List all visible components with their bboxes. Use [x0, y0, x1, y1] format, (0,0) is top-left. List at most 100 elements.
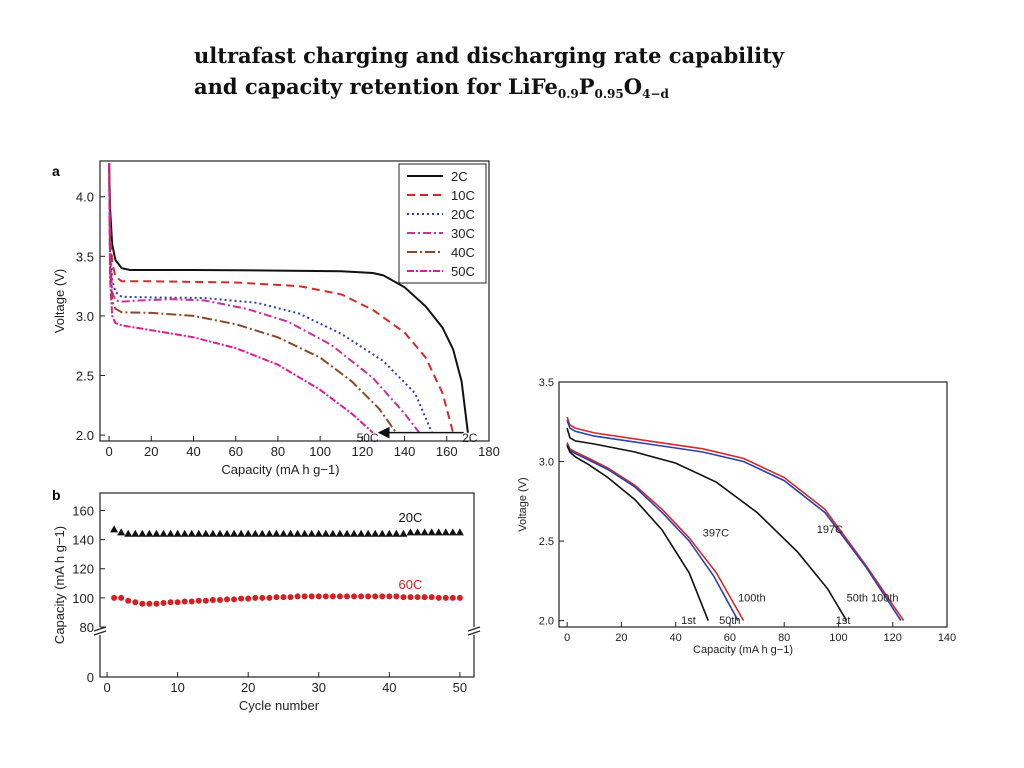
marker-20C-b	[385, 529, 394, 537]
marker-20C-b	[314, 529, 323, 537]
marker-20C-b	[251, 529, 260, 537]
x-tick-label-a: 160	[436, 444, 458, 459]
annotation-c: 1st	[681, 615, 696, 627]
x-tick-label-c: 100	[829, 632, 847, 644]
marker-60C-b	[343, 593, 350, 600]
x-tick-label-b: 10	[170, 680, 184, 695]
marker-20C-b	[110, 525, 119, 533]
y-tick-label-c: 2.0	[539, 616, 554, 628]
plot-frame-b	[99, 492, 475, 678]
marker-20C-b	[223, 529, 232, 537]
y-tick-label-a: 2.5	[76, 368, 94, 383]
marker-20C-b	[180, 529, 189, 537]
marker-60C-b	[224, 596, 231, 603]
annotation-c: 100th	[738, 593, 766, 605]
marker-60C-b	[393, 593, 400, 600]
y-axis-label-c: Voltage (V)	[517, 477, 529, 531]
annotation-c: 100th	[871, 593, 899, 605]
annotation-c: 397C	[703, 527, 729, 539]
marker-60C-b	[188, 598, 195, 605]
marker-60C-b	[209, 597, 216, 604]
x-tick-label-c: 120	[884, 632, 902, 644]
marker-20C-b	[237, 529, 246, 537]
x-axis-label-a: Capacity (mA h g−1)	[221, 462, 339, 477]
marker-60C-b	[358, 593, 365, 600]
y-tick-label-a: 4.0	[76, 190, 94, 205]
marker-60C-b	[252, 594, 259, 601]
series-line-a-40C	[108, 163, 397, 434]
marker-20C-b	[335, 529, 344, 537]
marker-60C-b	[231, 596, 238, 603]
marker-20C-b	[286, 529, 295, 537]
marker-60C-b	[407, 594, 414, 601]
marker-60C-b	[386, 593, 393, 600]
y-tick-label-a: 3.0	[76, 309, 94, 324]
annotation-c: 1st	[836, 615, 851, 627]
marker-20C-b	[293, 529, 302, 537]
marker-60C-b	[400, 594, 407, 601]
marker-60C-b	[174, 599, 181, 606]
marker-60C-b	[379, 593, 386, 600]
marker-60C-b	[372, 593, 379, 600]
x-tick-label-a: 60	[228, 444, 242, 459]
x-tick-label-a: 180	[478, 444, 500, 459]
annotation-c: 197C	[817, 524, 843, 536]
marker-20C-b	[258, 529, 267, 537]
marker-60C-b	[181, 598, 188, 605]
axis-break-mark-b	[93, 630, 107, 636]
marker-20C-b	[117, 528, 126, 536]
series-label-b: 20C	[399, 510, 423, 525]
marker-20C-b	[173, 529, 182, 537]
marker-60C-b	[329, 593, 336, 600]
marker-20C-b	[201, 529, 210, 537]
legend-label-a: 2C	[451, 169, 468, 184]
axis-break-mark-b	[93, 626, 107, 632]
marker-60C-b	[336, 593, 343, 600]
marker-60C-b	[322, 593, 329, 600]
marker-20C-b	[406, 528, 415, 536]
chart-c: 0 20 40 60 80 100 120 140 2.0 2.5 3.0 3.5 Capacity (…	[517, 377, 956, 656]
y-axis-label-b: Capacity (mA h g−1)	[52, 526, 67, 644]
marker-20C-b	[371, 529, 380, 537]
x-tick-label-b: 20	[241, 680, 255, 695]
marker-60C-b	[259, 594, 266, 601]
y-tick-label-b: 120	[72, 562, 94, 577]
marker-60C-b	[442, 594, 449, 601]
marker-20C-b	[364, 529, 373, 537]
marker-20C-b	[208, 529, 217, 537]
x-tick-label-c: 40	[670, 632, 682, 644]
marker-20C-b	[307, 529, 316, 537]
y-tick-label-b: 80	[80, 620, 94, 635]
marker-60C-b	[195, 597, 202, 604]
title-line-2: and capacity retention for LiFe	[194, 74, 558, 99]
marker-60C-b	[139, 600, 146, 607]
title-line-1: ultrafast charging and discharging rate …	[194, 43, 784, 68]
x-tick-label-c: 80	[778, 632, 790, 644]
x-tick-label-a: 100	[309, 444, 331, 459]
y-axis-label-a: Voltage (V)	[52, 269, 67, 333]
marker-60C-b	[365, 593, 372, 600]
series-line-c	[566, 443, 739, 621]
series-line-c	[566, 442, 745, 621]
marker-60C-b	[111, 594, 118, 601]
series-line-a-30C	[108, 163, 421, 434]
marker-20C-b	[434, 528, 443, 536]
x-axis-label-b: Cycle number	[239, 698, 320, 713]
marker-20C-b	[328, 529, 337, 537]
marker-20C-b	[300, 529, 309, 537]
marker-20C-b	[350, 529, 359, 537]
marker-20C-b	[399, 529, 408, 537]
annotation-c: 50th	[719, 615, 740, 627]
slide-title: ultrafast charging and discharging rate …	[194, 40, 834, 110]
marker-60C-b	[216, 597, 223, 604]
series-line-a-20C	[108, 163, 433, 434]
marker-60C-b	[287, 594, 294, 601]
marker-60C-b	[449, 594, 456, 601]
marker-60C-b	[146, 600, 153, 607]
marker-20C-b	[455, 528, 464, 536]
marker-60C-b	[273, 594, 280, 601]
marker-60C-b	[125, 597, 132, 604]
marker-20C-b	[265, 529, 274, 537]
p-letter: P	[578, 74, 595, 99]
